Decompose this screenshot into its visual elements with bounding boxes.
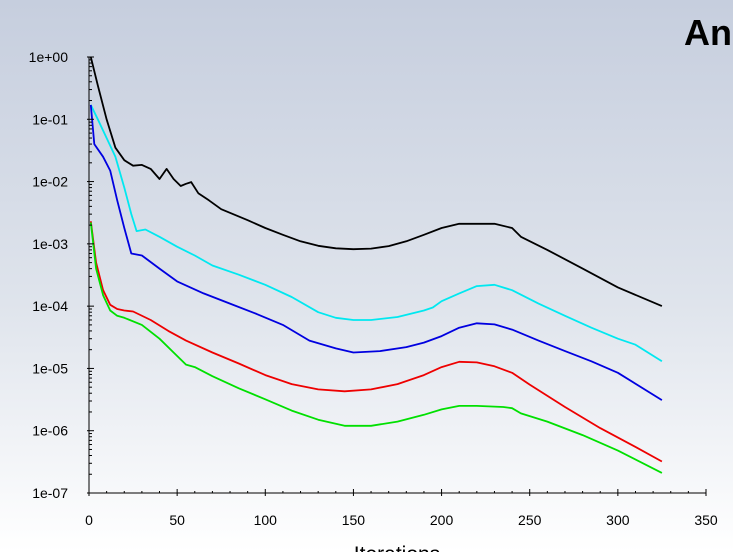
series-line-5 — [89, 222, 663, 474]
y-tick-label: 1e-05 — [32, 360, 68, 376]
x-tick-label: 50 — [169, 512, 185, 528]
x-tick-label: 100 — [254, 512, 278, 528]
series-line-4 — [89, 221, 663, 463]
series-line-3 — [89, 104, 663, 401]
x-tick-label: 0 — [85, 512, 93, 528]
y-tick-label: 1e-01 — [32, 111, 68, 127]
x-tick-label: 200 — [430, 512, 454, 528]
series-lines — [89, 56, 663, 474]
series-line-1 — [89, 56, 663, 307]
x-tick-label: 250 — [518, 512, 542, 528]
x-tick-label: 150 — [342, 512, 366, 528]
series-line-2 — [89, 104, 663, 363]
x-axis-title: Iterations — [354, 543, 440, 552]
y-tick-label: 1e+00 — [29, 49, 69, 65]
y-tick-label: 1e-06 — [32, 423, 68, 439]
axes: 1e-07 1e-06 1e-05 1e-04 1e-03 1e-02 1e-01 1e+00… — [29, 49, 718, 528]
x-tick-label: 300 — [606, 512, 630, 528]
y-tick-label: 1e-02 — [32, 174, 68, 190]
y-tick-label: 1e-04 — [32, 298, 68, 314]
y-tick-label: 1e-03 — [32, 236, 68, 252]
brand-logo: Ansys — [684, 12, 733, 53]
x-tick-label: 350 — [694, 512, 718, 528]
y-tick-label: 1e-07 — [32, 485, 68, 501]
